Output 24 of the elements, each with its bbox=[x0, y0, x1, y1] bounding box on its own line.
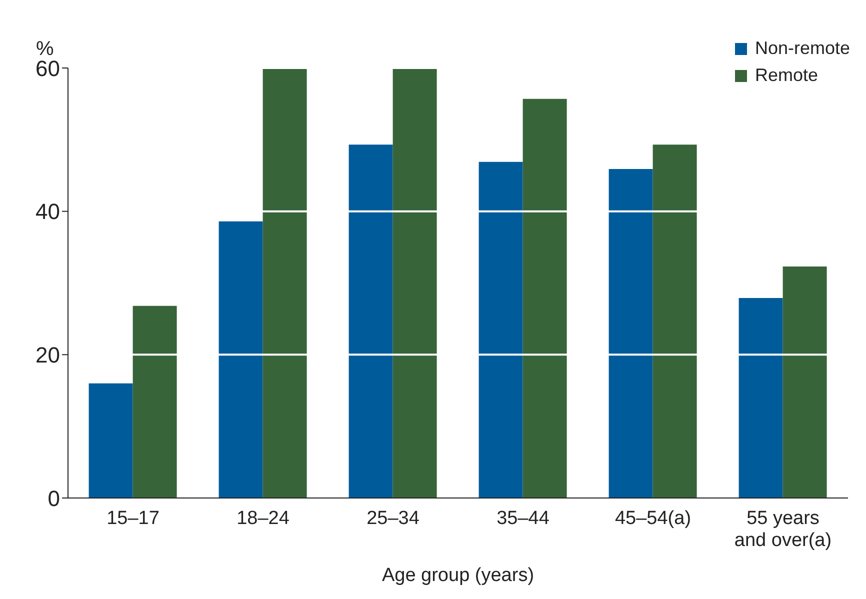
bar bbox=[608, 169, 653, 498]
bar bbox=[132, 306, 177, 498]
x-tick-label: 15–17 bbox=[106, 508, 160, 529]
x-tick-label: 55 years and over(a) bbox=[734, 508, 832, 551]
bar bbox=[348, 144, 393, 498]
bar bbox=[652, 144, 697, 498]
bar bbox=[522, 98, 567, 498]
x-tick-label: 25–34 bbox=[366, 508, 420, 529]
bar bbox=[262, 68, 307, 498]
bar bbox=[88, 383, 133, 498]
y-tick-label: 0 bbox=[48, 486, 60, 511]
bar bbox=[218, 221, 263, 498]
bar bbox=[782, 266, 827, 498]
x-tick-label: 18–24 bbox=[236, 508, 290, 529]
bar bbox=[392, 68, 437, 498]
legend-label: Remote bbox=[754, 65, 818, 86]
x-axis-title: Age group (years) bbox=[382, 565, 534, 586]
bar bbox=[478, 162, 523, 498]
x-tick-label: 35–44 bbox=[496, 508, 550, 529]
y-tick-label: 20 bbox=[36, 342, 60, 368]
legend-label: Non-remote bbox=[754, 38, 850, 59]
y-tick-label: 40 bbox=[36, 199, 60, 224]
x-tick-label: 45–54(a) bbox=[614, 508, 692, 529]
bar bbox=[738, 298, 783, 498]
